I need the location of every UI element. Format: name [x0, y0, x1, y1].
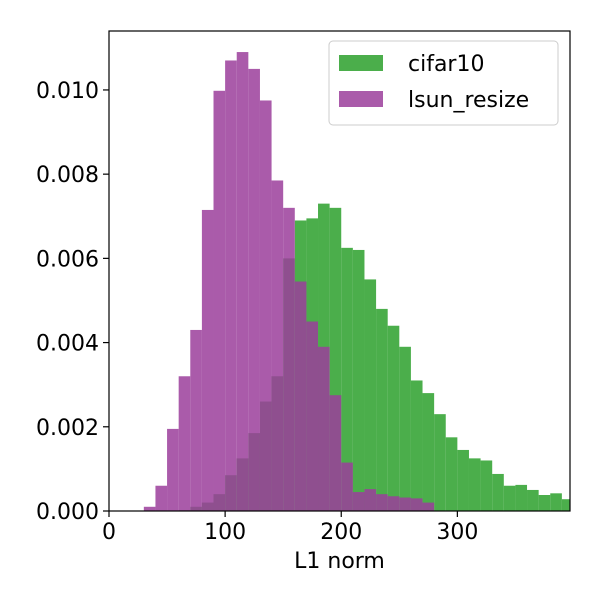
bar-cifar10-250: [399, 346, 411, 511]
bar-cifar10-320: [480, 460, 493, 511]
bar-lsun-resize-70: [190, 329, 202, 511]
bar-cifar10-220: [364, 279, 377, 511]
bar-lsun-resize-130: [259, 100, 272, 511]
bar-lsun-resize-60: [178, 376, 191, 511]
bar-lsun-resize-170: [306, 321, 319, 511]
x-axis-label: L1 norm: [294, 549, 385, 574]
legend: cifar10 lsun_resize: [328, 40, 559, 126]
x-tick-label: 200: [320, 520, 362, 545]
bar-cifar10-290: [445, 437, 458, 511]
bar-lsun-resize-200: [341, 462, 353, 511]
x-tick-label: 100: [204, 520, 246, 545]
bar-lsun-resize-250: [399, 497, 411, 511]
bar-cifar10-360: [527, 489, 539, 511]
plot-area-frame: [108, 30, 571, 512]
bar-cifar10-330: [492, 473, 504, 511]
y-tick-label: 0.006: [36, 247, 99, 272]
bar-lsun-resize-230: [376, 494, 388, 511]
bar-cifar10-300: [457, 449, 469, 511]
bar-lsun-resize-220: [364, 489, 377, 511]
bar-lsun-resize-180: [318, 346, 330, 511]
bar-cifar10-190: [329, 207, 342, 511]
bar-lsun-resize-260: [410, 498, 423, 511]
bar-lsun-resize-40: [155, 485, 168, 511]
bar-lsun-resize-270: [422, 502, 435, 511]
bar-cifar10-370: [538, 495, 551, 511]
y-tick-label: 0.004: [36, 332, 99, 357]
bar-cifar10-390: [561, 499, 570, 511]
x-tick-label: 0: [102, 520, 116, 545]
series-lsun-resize: [143, 52, 435, 511]
bar-lsun-resize-160: [294, 281, 307, 511]
bar-cifar10-310: [468, 458, 481, 511]
y-tick-label: 0.010: [36, 79, 99, 104]
ticks-layer: 0 100 200 300 0.000 0.002 0.004 0.006 0.008 0.010: [36, 79, 478, 545]
x-tick-label: 300: [436, 520, 478, 545]
bar-cifar10-340: [503, 485, 516, 511]
y-tick-label: 0.002: [36, 416, 99, 441]
bar-lsun-resize-190: [329, 395, 342, 511]
bar-lsun-resize-210: [352, 492, 365, 511]
legend-box: [328, 40, 559, 126]
bar-lsun-resize-110: [236, 52, 249, 511]
legend-swatch-cifar10: [339, 55, 383, 71]
bar-cifar10-260: [410, 380, 423, 511]
bar-lsun-resize-120: [248, 68, 260, 511]
legend-label-lsun-resize: lsun_resize: [408, 88, 529, 113]
bar-cifar10-350: [515, 484, 528, 511]
y-tick-label: 0.000: [36, 500, 99, 525]
bar-cifar10-380: [550, 493, 562, 511]
bar-cifar10-270: [422, 393, 435, 511]
bar-lsun-resize-100: [225, 60, 237, 511]
bar-lsun-resize-50: [167, 428, 179, 511]
bar-lsun-resize-240: [387, 496, 400, 511]
bar-cifar10-210: [352, 249, 365, 511]
bar-cifar10-240: [387, 325, 400, 511]
bar-lsun-resize-80: [201, 209, 214, 511]
bar-cifar10-280: [434, 414, 446, 511]
bar-lsun-resize-90: [213, 90, 226, 511]
legend-swatch-lsun-resize: [339, 91, 383, 107]
bars-layer: [143, 52, 570, 512]
bar-cifar10-230: [376, 308, 388, 511]
bar-cifar10-200: [341, 247, 353, 511]
bar-lsun-resize-150: [283, 207, 295, 511]
bar-lsun-resize-30: [143, 506, 156, 511]
y-tick-label: 0.008: [36, 163, 99, 188]
legend-label-cifar10: cifar10: [408, 52, 484, 77]
bar-lsun-resize-140: [271, 180, 284, 511]
